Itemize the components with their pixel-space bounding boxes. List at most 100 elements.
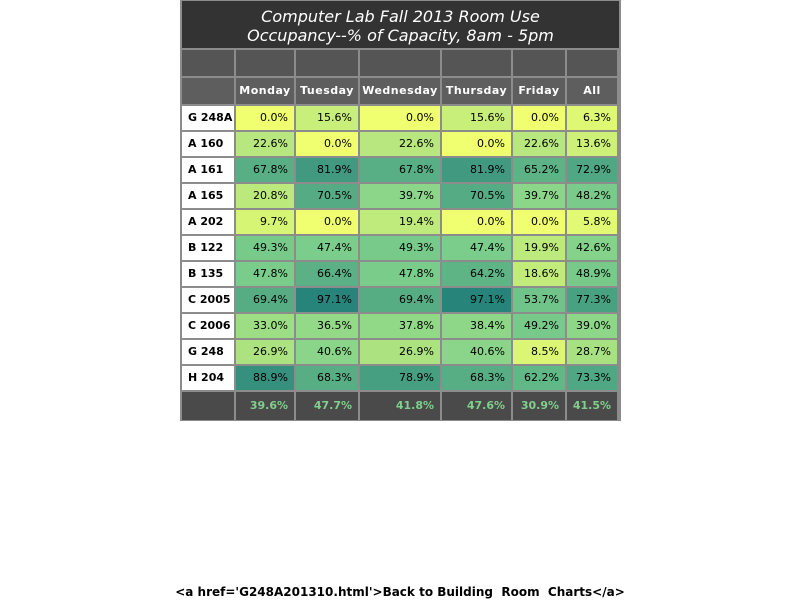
heatmap-cell: 88.9%	[236, 366, 294, 390]
heatmap-cell: 53.7%	[513, 288, 565, 312]
heatmap-cell: 37.8%	[360, 314, 440, 338]
heatmap-cell: 69.4%	[236, 288, 294, 312]
column-total-cell: 39.6%	[236, 392, 294, 420]
chart-title: Computer Lab Fall 2013 Room Use Occupanc…	[182, 1, 619, 48]
heatmap-cell: 40.6%	[296, 340, 358, 364]
row-label-room: A 160	[182, 132, 234, 156]
header-spacer-cell	[182, 50, 234, 76]
heatmap-cell: 22.6%	[513, 132, 565, 156]
row-label-room: G 248	[182, 340, 234, 364]
row-label-room: C 2005	[182, 288, 234, 312]
column-header-wednesday: Wednesday	[360, 78, 440, 104]
column-header-tuesday: Tuesday	[296, 78, 358, 104]
heatmap-cell: 69.4%	[360, 288, 440, 312]
heatmap-cell: 26.9%	[360, 340, 440, 364]
heatmap-cell: 65.2%	[513, 158, 565, 182]
heatmap-cell: 22.6%	[236, 132, 294, 156]
column-header-all: All	[567, 78, 617, 104]
heatmap-cell: 73.3%	[567, 366, 617, 390]
totals-row-label	[182, 392, 234, 420]
heatmap-cell: 39.7%	[513, 184, 565, 208]
heatmap-cell: 49.2%	[513, 314, 565, 338]
occupancy-heatmap-table: Computer Lab Fall 2013 Room Use Occupanc…	[180, 0, 621, 421]
heatmap-cell: 19.9%	[513, 236, 565, 260]
heatmap-cell: 70.5%	[296, 184, 358, 208]
heatmap-cell: 0.0%	[296, 210, 358, 234]
heatmap-cell: 97.1%	[296, 288, 358, 312]
chart-subtitle: Occupancy--% of Capacity, 8am - 5pm	[247, 26, 554, 45]
header-spacer-cell	[236, 50, 294, 76]
heatmap-cell: 47.4%	[296, 236, 358, 260]
column-total-cell: 47.6%	[442, 392, 511, 420]
header-spacer-cell	[360, 50, 440, 76]
heatmap-cell: 0.0%	[513, 210, 565, 234]
header-spacer-cell	[513, 50, 565, 76]
heatmap-cell: 78.9%	[360, 366, 440, 390]
heatmap-cell: 39.7%	[360, 184, 440, 208]
heatmap-cell: 0.0%	[442, 132, 511, 156]
heatmap-cell: 0.0%	[513, 106, 565, 130]
heatmap-cell: 5.8%	[567, 210, 617, 234]
heatmap-cell: 70.5%	[442, 184, 511, 208]
heatmap-cell: 68.3%	[442, 366, 511, 390]
column-total-cell: 41.8%	[360, 392, 440, 420]
heatmap-cell: 97.1%	[442, 288, 511, 312]
row-label-room: A 161	[182, 158, 234, 182]
header-spacer-cell	[442, 50, 511, 76]
row-label-room: C 2006	[182, 314, 234, 338]
heatmap-cell: 49.3%	[236, 236, 294, 260]
heatmap-cell: 0.0%	[236, 106, 294, 130]
row-label-room: B 135	[182, 262, 234, 286]
heatmap-cell: 22.6%	[360, 132, 440, 156]
row-label-room: H 204	[182, 366, 234, 390]
heatmap-cell: 0.0%	[296, 132, 358, 156]
heatmap-cell: 48.2%	[567, 184, 617, 208]
heatmap-cell: 28.7%	[567, 340, 617, 364]
heatmap-cell: 81.9%	[442, 158, 511, 182]
column-total-cell: 47.7%	[296, 392, 358, 420]
heatmap-cell: 81.9%	[296, 158, 358, 182]
heatmap-cell: 8.5%	[513, 340, 565, 364]
heatmap-cell: 40.6%	[442, 340, 511, 364]
row-label-room: A 165	[182, 184, 234, 208]
heatmap-cell: 9.7%	[236, 210, 294, 234]
column-header-friday: Friday	[513, 78, 565, 104]
heatmap-cell: 6.3%	[567, 106, 617, 130]
heatmap-cell: 18.6%	[513, 262, 565, 286]
row-label-room: B 122	[182, 236, 234, 260]
heatmap-cell: 48.9%	[567, 262, 617, 286]
heatmap-cell: 20.8%	[236, 184, 294, 208]
heatmap-cell: 47.8%	[360, 262, 440, 286]
heatmap-cell: 67.8%	[360, 158, 440, 182]
heatmap-cell: 26.9%	[236, 340, 294, 364]
heatmap-cell: 15.6%	[296, 106, 358, 130]
heatmap-cell: 77.3%	[567, 288, 617, 312]
heatmap-cell: 66.4%	[296, 262, 358, 286]
row-label-room: A 202	[182, 210, 234, 234]
heatmap-cell: 19.4%	[360, 210, 440, 234]
heatmap-cell: 33.0%	[236, 314, 294, 338]
heatmap-cell: 67.8%	[236, 158, 294, 182]
row-label-room: G 248A	[182, 106, 234, 130]
chart-title-line-1: Computer Lab Fall 2013 Room Use	[261, 7, 540, 26]
corner-header-cell	[182, 78, 234, 104]
header-spacer-cell	[296, 50, 358, 76]
heatmap-cell: 47.8%	[236, 262, 294, 286]
column-total-cell: 30.9%	[513, 392, 565, 420]
heatmap-cell: 68.3%	[296, 366, 358, 390]
heatmap-cell: 42.6%	[567, 236, 617, 260]
heatmap-cell: 62.2%	[513, 366, 565, 390]
heatmap-cell: 39.0%	[567, 314, 617, 338]
back-to-building-room-charts-link[interactable]: <a href='G248A201310.html'>Back to Build…	[175, 585, 625, 599]
heatmap-cell: 0.0%	[360, 106, 440, 130]
heatmap-cell: 38.4%	[442, 314, 511, 338]
heatmap-cell: 15.6%	[442, 106, 511, 130]
heatmap-cell: 47.4%	[442, 236, 511, 260]
column-header-thursday: Thursday	[442, 78, 511, 104]
column-header-monday: Monday	[236, 78, 294, 104]
heatmap-cell: 64.2%	[442, 262, 511, 286]
column-total-cell: 41.5%	[567, 392, 617, 420]
header-spacer-cell	[567, 50, 617, 76]
heatmap-cell: 49.3%	[360, 236, 440, 260]
heatmap-cell: 36.5%	[296, 314, 358, 338]
